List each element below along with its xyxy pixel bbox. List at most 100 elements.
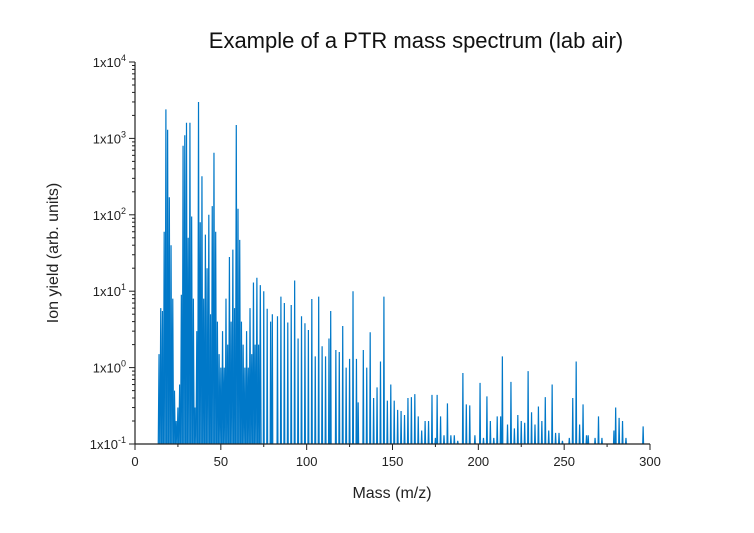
spectrum-peak (307, 330, 310, 445)
spectrum-peak (417, 416, 420, 445)
spectrum-peak (219, 367, 223, 445)
spectrum-peak (382, 296, 385, 445)
spectrum-peak (430, 394, 434, 445)
spectrum-peak (300, 316, 303, 445)
spectrum-peak (597, 416, 600, 445)
spectrum-peak (262, 291, 265, 445)
spectrum-peak (214, 231, 218, 445)
spectrum-peak (614, 407, 617, 445)
spectrum-peak (205, 268, 209, 445)
spectrum-peak (362, 349, 365, 445)
spectrum-peak (544, 397, 547, 445)
spectrum-peak (348, 358, 351, 445)
spectrum-peak (355, 358, 358, 445)
spectrum-peak (461, 372, 464, 445)
spectrum-peak (442, 435, 446, 445)
spectrum-peak (379, 361, 382, 445)
spectrum-peak (212, 152, 216, 445)
y-tick-label: 1x103 (93, 129, 126, 146)
x-tick-label: 100 (296, 454, 318, 469)
spectrum-peak (159, 308, 163, 445)
spectrum-peak (181, 145, 185, 445)
spectrum-peak (369, 332, 372, 445)
spectrum-peak (258, 285, 262, 445)
spectrum-peak (190, 216, 194, 445)
spectrum-peak (523, 422, 526, 445)
spectrum-peak (188, 122, 192, 445)
spectrum-peak (210, 206, 214, 445)
spectrum-peak (465, 404, 468, 445)
spectrum-peak (365, 367, 368, 445)
x-tick-label: 0 (131, 454, 138, 469)
spectrum-peak (446, 403, 449, 445)
spectrum-peak (245, 331, 248, 445)
spectrum-peak (303, 323, 306, 445)
spectrum-peak (396, 409, 399, 445)
spectrum-peak (453, 435, 456, 445)
spectrum-peak (561, 440, 564, 445)
spectrum-peak (575, 361, 578, 445)
spectrum-peak (533, 424, 537, 445)
spectrum-peak (612, 430, 615, 445)
spectrum-peak (231, 249, 235, 445)
spectrum-peak (164, 109, 168, 445)
spectrum-peak (600, 437, 603, 445)
x-tick-label: 250 (553, 454, 575, 469)
spectrum-peak (255, 277, 259, 445)
spectrum-peak (228, 257, 231, 445)
spectrum-peak (197, 101, 200, 445)
spectrum-peak (173, 390, 176, 445)
spectrum-peak (578, 424, 581, 445)
spectrum-peak (279, 296, 282, 445)
y-tick-label: 1x104 (93, 53, 126, 70)
x-tick-label: 150 (382, 454, 404, 469)
spectrum-peak (207, 214, 211, 445)
spectrum-peak (482, 437, 485, 445)
spectrum-peak (317, 296, 320, 445)
spectrum-peak (624, 437, 627, 445)
spectrum-peak (582, 404, 585, 445)
spectrum-peak (427, 420, 430, 445)
spectrum-peak (642, 426, 645, 445)
spectrum-peak (266, 308, 269, 445)
spectrum-peak (321, 346, 324, 445)
spectrum-peak (386, 400, 389, 445)
y-tick-label: 1x102 (93, 206, 126, 223)
spectrum-peak (240, 321, 243, 445)
spectrum-peak (468, 405, 471, 445)
spectrum-peak (286, 322, 289, 445)
spectrum-peak (183, 135, 187, 445)
spectrum-peak (357, 402, 360, 445)
spectrum-peak (217, 354, 221, 445)
spectrum-peak (345, 367, 348, 445)
spectrum-peak (537, 406, 540, 445)
spectrum-peak (252, 282, 255, 445)
spectrum-peak (297, 338, 300, 445)
spectrum-peak (424, 420, 427, 445)
spectrum-peak (171, 298, 175, 445)
chart-title: Example of a PTR mass spectrum (lab air) (209, 28, 623, 53)
spectrum-peak (506, 424, 509, 445)
spectrum-peak (341, 326, 344, 445)
spectrum-peak (492, 437, 495, 445)
spectrum-peak (571, 397, 574, 445)
spectrum-peak (621, 420, 624, 445)
spectrum-peak (527, 371, 530, 445)
y-tick-label: 1x101 (93, 282, 126, 299)
spectrum-peak (324, 356, 327, 445)
x-tick-label: 50 (214, 454, 228, 469)
y-tick-label: 1x100 (93, 359, 126, 376)
spectrum-peak (202, 298, 206, 445)
spectrum-peak (191, 298, 195, 445)
spectrum-peaks (157, 101, 645, 445)
spectrum-peak (406, 397, 409, 445)
spectrum-peak (557, 432, 561, 445)
x-tick-label: 200 (467, 454, 489, 469)
spectrum-peak (587, 435, 590, 445)
spectrum-peak (585, 435, 588, 445)
axes: 0 50 100 150 200 250 300 1x10-1 1x100 1x101 1x102 1… (90, 53, 661, 469)
spectrum-peak (509, 381, 512, 445)
spectrum-peak (551, 384, 554, 445)
spectrum-peak (169, 245, 173, 445)
